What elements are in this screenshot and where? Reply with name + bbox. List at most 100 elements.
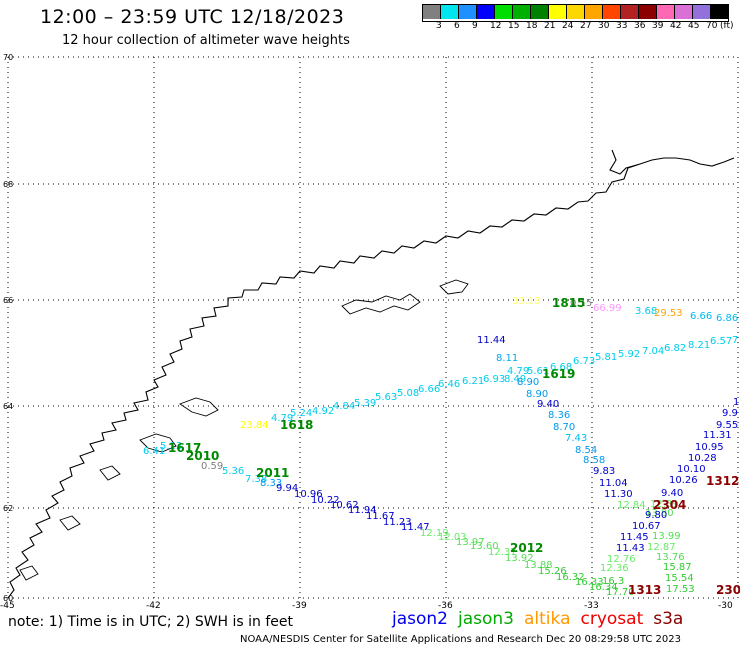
colorbar-labels: 3 6 9 12 15 18 21 24 27 30 33 36 39 42 45 70 (ft) <box>422 21 740 33</box>
pass-time: 2011 <box>256 466 290 480</box>
swh-value: 33.18 <box>512 296 541 307</box>
swh-value: 5.36 <box>222 466 245 477</box>
lat-label: 62 <box>3 504 14 513</box>
colorbar-tick-label: 36 <box>634 21 646 31</box>
satellite-cryosat: cryosat <box>580 609 644 629</box>
lon-label: -45 <box>0 601 15 611</box>
swh-value: 7.38 <box>245 474 268 485</box>
swh-value: 6.46 <box>438 379 461 390</box>
colorbar-swatch <box>459 5 477 19</box>
swh-value: 10.62 <box>330 500 359 511</box>
lon-label: -30 <box>718 601 733 611</box>
swh-value: 7.04 <box>642 346 665 357</box>
pass-time: 2304 <box>653 498 687 512</box>
swh-value: 12.39 <box>650 499 679 510</box>
swh-value: 16.34 <box>589 582 618 593</box>
swh-value: 13.80 <box>645 508 674 519</box>
swh-value: 10.96 <box>294 489 323 500</box>
swh-value: 66.99 <box>593 303 622 314</box>
colorbar-swatch <box>495 5 513 19</box>
lat-label: 66 <box>3 296 14 305</box>
colorbar-swatch <box>621 5 639 19</box>
swh-value: 11.45 <box>620 532 649 543</box>
coastal-islands <box>19 279 469 581</box>
swh-value: 16.33 <box>575 577 604 588</box>
colorbar-swatch <box>441 5 459 19</box>
map-subtitle: 12 hour collection of altimeter wave hei… <box>62 33 350 48</box>
swh-value: 6.57 <box>710 336 733 347</box>
credit-line: NOAA/NESDIS Center for Satellite Applica… <box>240 634 682 645</box>
satellite-altika: altika <box>524 609 571 629</box>
swh-value: 4.92 <box>312 406 335 417</box>
colorbar-tick-label: 39 <box>652 21 664 31</box>
pass-time: 1815 <box>552 296 586 310</box>
swh-value: 6.41 <box>143 446 166 457</box>
colorbar-tick-label: 15 <box>508 21 520 31</box>
pass-time: 1618 <box>280 418 314 432</box>
colorbar-swatch <box>585 5 603 19</box>
swh-value: 5.61 <box>527 366 550 377</box>
swh-value: 8.58 <box>583 455 606 466</box>
swh-value: 9.80 <box>645 510 668 521</box>
swh-value: 9.40 <box>537 399 560 410</box>
colorbar-tick-label: (ft) <box>720 21 734 31</box>
swh-value: 6.66 <box>690 311 713 322</box>
swh-value: 17.70 <box>606 587 635 598</box>
swh-value: 9.94 <box>276 483 299 494</box>
swh-value: 16.32 <box>556 572 585 583</box>
colorbar-swatch <box>603 5 621 19</box>
swh-value: 5.24 <box>290 408 313 419</box>
lon-label: -42 <box>146 601 161 611</box>
colorbar-tick-label: 30 <box>598 21 610 31</box>
colorbar-tick-label: 42 <box>670 21 682 31</box>
swh-value: 11.31 <box>703 430 732 441</box>
swh-value: 5.39 <box>354 398 377 409</box>
colorbar-tick-label: 3 <box>436 21 442 31</box>
swh-value: 10.67 <box>632 521 661 532</box>
swh-value: 8.33 <box>260 478 283 489</box>
lat-label: 70 <box>3 53 14 62</box>
swh-value: 8.54 <box>575 445 598 456</box>
colorbar-swatch <box>477 5 495 19</box>
swh-value: 8.70 <box>553 422 576 433</box>
swh-value: 11.43 <box>616 543 645 554</box>
swh-value: 5.92 <box>618 349 641 360</box>
map-canvas <box>7 56 739 599</box>
colorbar-tick-label: 6 <box>454 21 460 31</box>
colorbar-tick-label: 24 <box>562 21 574 31</box>
lat-label: 64 <box>3 402 14 411</box>
lon-label: -36 <box>438 601 453 611</box>
colorbar-tick-label: 12 <box>490 21 502 31</box>
swh-value: 4.84 <box>333 401 356 412</box>
swh-value: 10.10 <box>677 464 706 475</box>
swh-value: 8.90 <box>517 377 540 388</box>
swh-value: 15.54 <box>665 573 694 584</box>
swh-value: 5.13 <box>160 441 183 452</box>
pass-time: 1313 <box>628 583 662 597</box>
satellite-s3a: s3a <box>653 609 684 629</box>
swh-value: 6.82 <box>664 343 687 354</box>
swh-value: 13.92 <box>505 553 534 564</box>
swh-value: 4.79 <box>507 366 530 377</box>
swh-value: 13.97 <box>456 537 485 548</box>
lon-label: -39 <box>292 601 307 611</box>
swh-value: 9.83 <box>593 466 616 477</box>
swh-value: 8.21 <box>688 340 711 351</box>
colorbar-swatch <box>513 5 531 19</box>
swh-value: 5.08 <box>397 388 420 399</box>
swh-value: 12.87 <box>647 542 676 553</box>
satellite-jason2: jason2 <box>392 609 448 629</box>
swh-value: 5.63 <box>375 392 398 403</box>
pass-time: 1312 <box>706 474 740 488</box>
swh-value: 0.15 <box>570 298 593 309</box>
colorbar-tick-label: 21 <box>544 21 556 31</box>
colorbar-swatch <box>711 5 728 19</box>
swh-value: 11.23 <box>383 517 412 528</box>
swh-value: 11.67 <box>366 511 395 522</box>
swh-value: 6.93 <box>483 374 506 385</box>
colorbar-tick-label: 45 <box>688 21 700 31</box>
swh-value: 0.59 <box>201 461 224 472</box>
swh-value: 11.04 <box>599 478 628 489</box>
swh-value: 13.88 <box>524 560 553 571</box>
colorbar-swatch <box>657 5 675 19</box>
